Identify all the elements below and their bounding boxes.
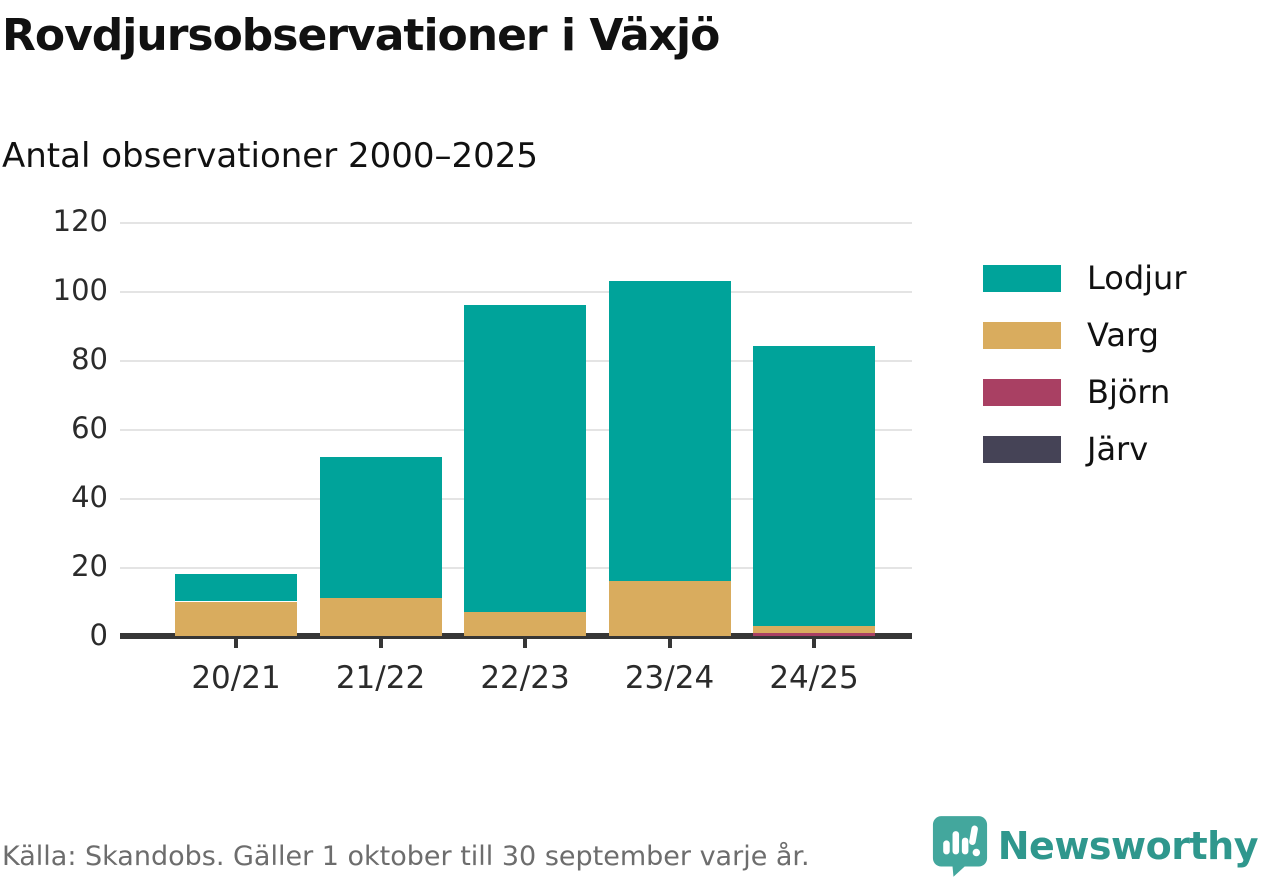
bar-segment-20-21-lodjur bbox=[175, 573, 297, 602]
x-tick-label-23-24: 23/24 bbox=[624, 660, 715, 696]
x-tick-label-24-25: 24/25 bbox=[769, 660, 859, 696]
x-tick-label-20-21: 20/21 bbox=[191, 660, 281, 696]
bar-segment-24-25-björn bbox=[753, 632, 875, 636]
bar-segment-22-23-varg bbox=[464, 611, 586, 636]
legend-row-björn: Björn bbox=[983, 372, 1186, 412]
source-note: Källa: Skandobs. Gäller 1 oktober till 3… bbox=[2, 841, 810, 872]
legend-row-varg: Varg bbox=[983, 315, 1186, 355]
legend-swatch-lodjur bbox=[983, 264, 1061, 292]
legend-label-järv: Järv bbox=[1087, 430, 1149, 468]
legend-label-varg: Varg bbox=[1087, 316, 1159, 354]
x-tick-22-23 bbox=[523, 639, 527, 648]
x-tick-label-22-23: 22/23 bbox=[480, 660, 570, 696]
legend-swatch-järv bbox=[983, 435, 1061, 463]
legend-swatch-björn bbox=[983, 378, 1061, 406]
y-tick-label-0: 0 bbox=[89, 618, 108, 652]
y-tick-label-80: 80 bbox=[71, 342, 108, 376]
x-tick-21-22 bbox=[378, 639, 383, 648]
brand-logo: Newsworthy bbox=[932, 815, 1259, 877]
bar-segment-24-25-lodjur bbox=[753, 346, 875, 626]
x-tick-23-24 bbox=[667, 639, 672, 648]
x-tick-label-21-22: 21/22 bbox=[335, 660, 426, 696]
y-tick-label-20: 20 bbox=[71, 549, 108, 583]
bar-segment-23-24-varg bbox=[608, 580, 731, 636]
bar-segment-21-22-varg bbox=[319, 598, 442, 636]
x-axis-line bbox=[120, 633, 912, 639]
legend-label-lodjur: Lodjur bbox=[1087, 259, 1187, 297]
brand-name: Newsworthy bbox=[997, 824, 1259, 868]
y-tick-label-40: 40 bbox=[71, 480, 108, 514]
gridline-y-120 bbox=[120, 222, 912, 224]
gridline-y-100 bbox=[120, 291, 912, 293]
bar-segment-22-23-lodjur bbox=[464, 304, 586, 612]
bar-segment-23-24-lodjur bbox=[608, 280, 731, 581]
y-tick-label-100: 100 bbox=[52, 273, 108, 307]
chart-subtitle: Antal observationer 2000–2025 bbox=[2, 136, 539, 176]
bar-segment-20-21-varg bbox=[175, 601, 297, 636]
chart-title: Rovdjursobservationer i Växjö bbox=[2, 10, 720, 61]
bar-segment-24-25-varg bbox=[753, 625, 875, 633]
legend: Lodjur Varg Björn Järv bbox=[983, 258, 1186, 486]
x-tick-24-25 bbox=[812, 639, 816, 648]
legend-row-lodjur: Lodjur bbox=[983, 258, 1186, 298]
y-tick-label-120: 120 bbox=[52, 204, 108, 238]
legend-row-järv: Järv bbox=[983, 429, 1186, 469]
legend-label-björn: Björn bbox=[1087, 373, 1171, 411]
legend-swatch-varg bbox=[983, 321, 1061, 349]
x-tick-20-21 bbox=[234, 639, 238, 648]
newsworthy-icon bbox=[932, 816, 987, 877]
bar-segment-21-22-lodjur bbox=[319, 456, 442, 599]
y-tick-label-60: 60 bbox=[71, 411, 108, 445]
plot-area bbox=[120, 222, 912, 639]
